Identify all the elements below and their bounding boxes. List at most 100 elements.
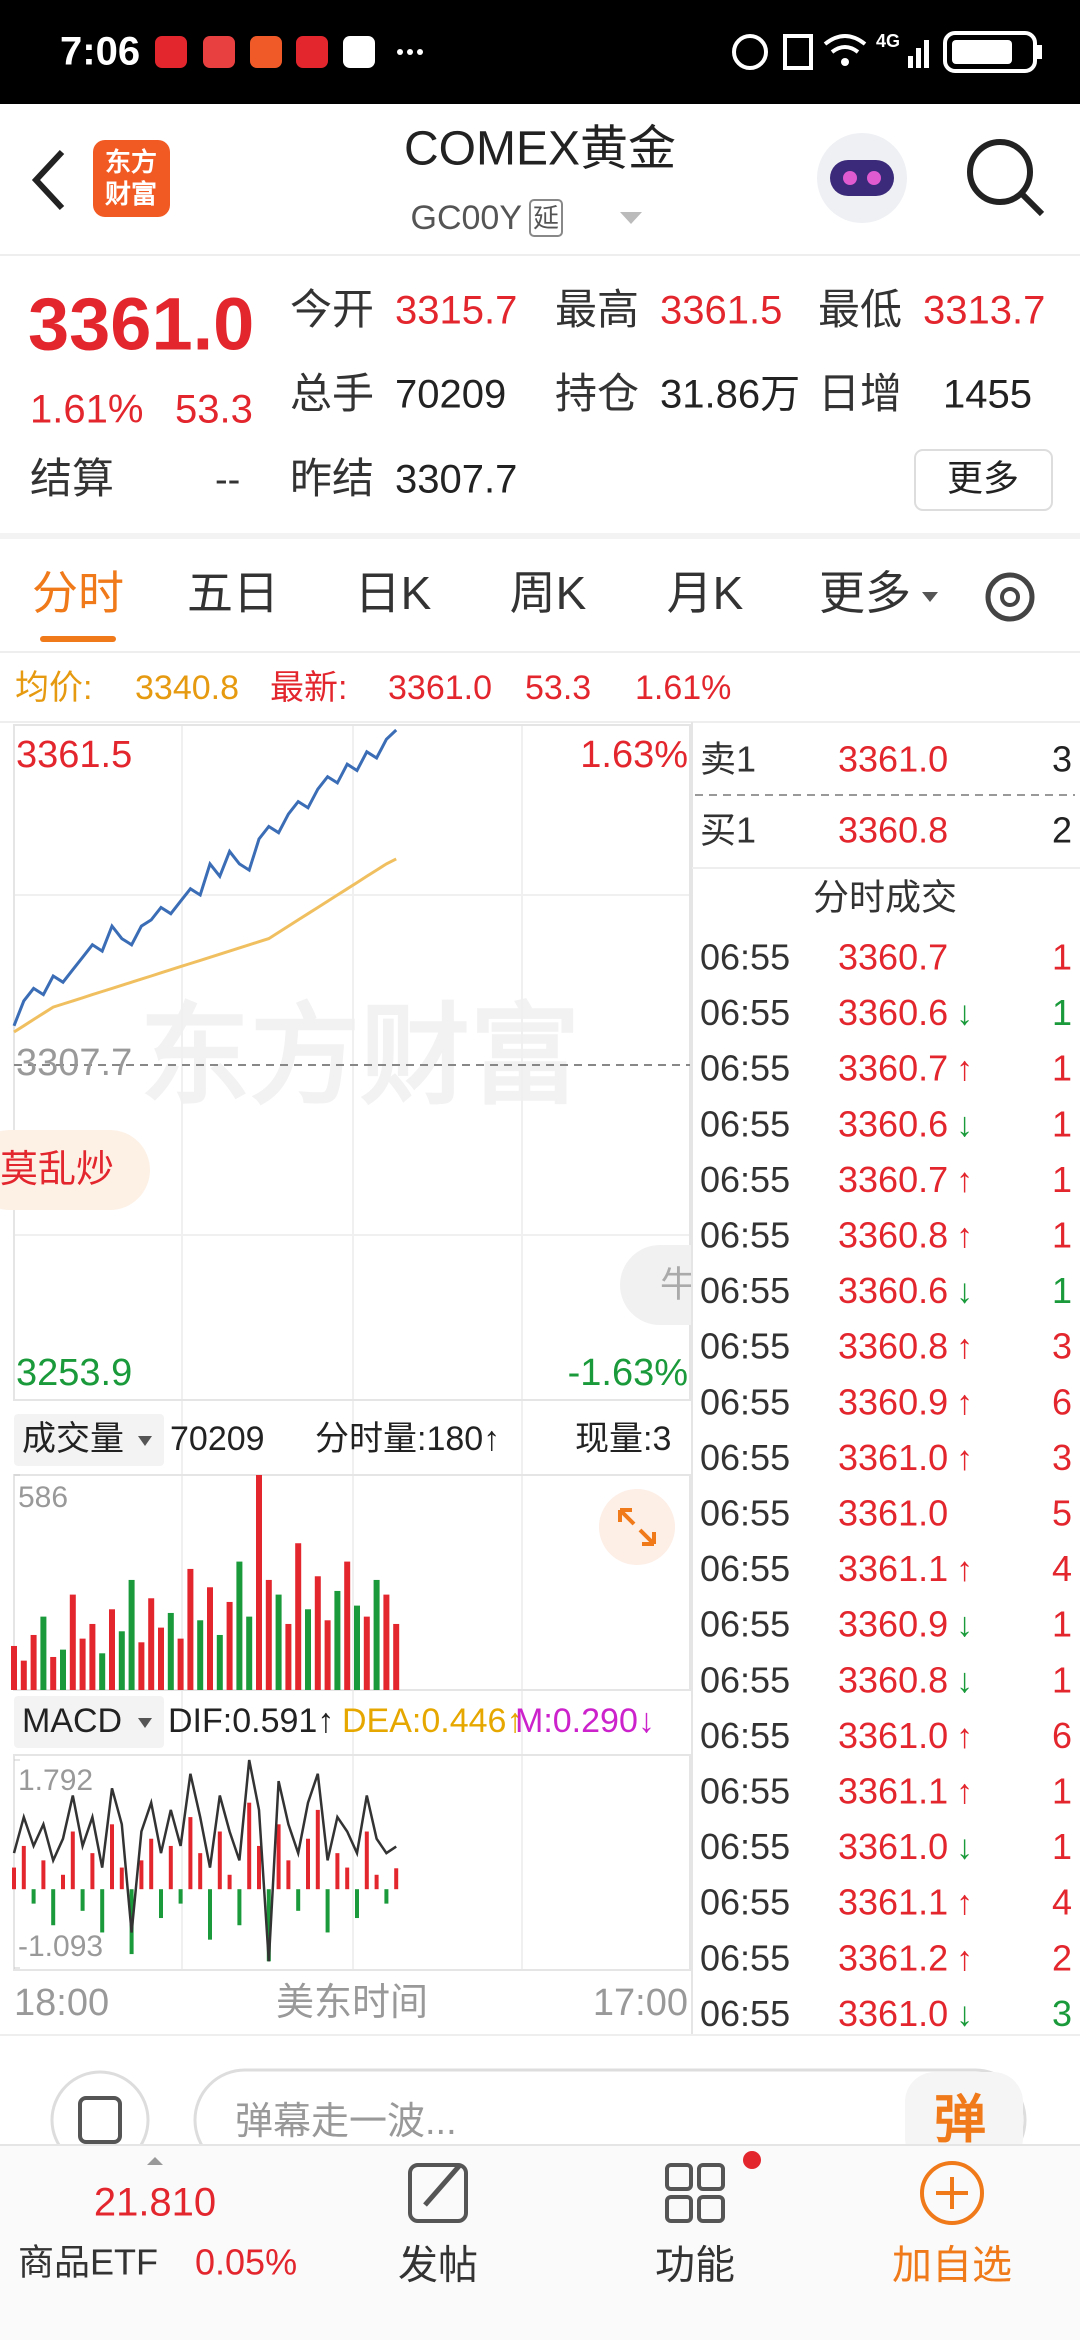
more-button[interactable] bbox=[914, 449, 1053, 511]
trade-volume: 1 bbox=[1052, 1604, 1072, 1645]
settings-button[interactable] bbox=[985, 572, 1035, 622]
tab[interactable]: 分时 bbox=[32, 567, 124, 619]
volume-bar bbox=[167, 1612, 174, 1690]
trade-volume: 1 bbox=[1052, 1270, 1072, 1311]
trade-direction: ↑ bbox=[956, 1717, 973, 1755]
volume-bar bbox=[148, 1598, 155, 1690]
y-tick-label: 1.792 bbox=[18, 1764, 93, 1797]
field-label: 最高 bbox=[555, 286, 639, 333]
avg-label: 均价: bbox=[15, 669, 92, 707]
book-price: 3361.0 bbox=[838, 739, 948, 780]
last-label: 最新: bbox=[270, 669, 347, 707]
field-value: 3313.7 bbox=[923, 289, 1045, 333]
trade-direction: ↓ bbox=[956, 1606, 973, 1644]
trade-volume: 1 bbox=[1052, 1103, 1072, 1144]
volume-bar bbox=[79, 1638, 86, 1690]
back-button[interactable] bbox=[31, 149, 65, 211]
y-tick-label: -1.093 bbox=[18, 1930, 103, 1963]
pane-label[interactable]: 成交量 bbox=[22, 1420, 124, 1458]
field-label: 总手 bbox=[290, 370, 374, 417]
selector[interactable] bbox=[14, 1696, 164, 1748]
change-pct: 1.61% bbox=[635, 669, 731, 707]
macd-bar bbox=[178, 1889, 183, 1904]
y-tick-label: 3253.9 bbox=[16, 1352, 132, 1394]
contract-code: GC00Y bbox=[411, 199, 523, 237]
macd-bar bbox=[276, 1824, 281, 1890]
trade-price: 3360.9 bbox=[838, 1604, 948, 1645]
function-icon[interactable] bbox=[665, 2151, 761, 2223]
field-value: 70209 bbox=[395, 373, 506, 417]
pill[interactable] bbox=[620, 1245, 730, 1325]
macd-bar bbox=[335, 1853, 340, 1890]
trade-volume: 4 bbox=[1052, 1548, 1072, 1589]
macd-bar bbox=[159, 1889, 163, 1919]
macd-bar bbox=[61, 1874, 65, 1890]
trade-direction: ↑ bbox=[956, 1884, 973, 1922]
trade-direction: ↓ bbox=[956, 995, 973, 1033]
volume-bar bbox=[265, 1579, 272, 1690]
volume-bar bbox=[69, 1594, 76, 1690]
pane-label[interactable]: MACD bbox=[22, 1702, 122, 1740]
pill-text[interactable]: 莫乱炒 bbox=[0, 1149, 114, 1191]
last-price: 3361.0 bbox=[28, 283, 254, 366]
chart-frame bbox=[13, 724, 691, 1401]
danmaku-placeholder[interactable]: 弹幕走一波... bbox=[235, 2101, 457, 2143]
pane-frame bbox=[13, 1754, 691, 1971]
etf-pct[interactable]: 0.05% bbox=[195, 2242, 297, 2283]
field-label: 昨结 bbox=[290, 455, 374, 502]
etf-price[interactable]: 21.810 bbox=[94, 2181, 216, 2225]
post-icon[interactable] bbox=[408, 2163, 468, 2223]
trade-volume: 1 bbox=[1052, 992, 1072, 1033]
macd-bar bbox=[296, 1889, 301, 1911]
expand-arrow[interactable] bbox=[147, 2157, 163, 2165]
etf-name[interactable]: 商品ETF bbox=[18, 2242, 158, 2283]
change-value: 53.3 bbox=[175, 388, 253, 432]
nav-item[interactable]: 发帖 bbox=[398, 2244, 478, 2288]
more-button-label[interactable]: 更多 bbox=[947, 458, 1019, 499]
tab[interactable]: 月K bbox=[667, 567, 744, 619]
pill[interactable] bbox=[0, 1130, 150, 1210]
avg-value: 3340.8 bbox=[135, 669, 239, 707]
status-time: 7:06 bbox=[60, 30, 140, 74]
volume-bar bbox=[363, 1616, 370, 1690]
volume-bar bbox=[314, 1576, 321, 1690]
trade-time: 06:55 bbox=[700, 1270, 790, 1311]
delay-tag: 延 bbox=[533, 203, 559, 233]
trade-time: 06:55 bbox=[700, 1604, 790, 1645]
trade-direction: ↓ bbox=[956, 1829, 973, 1867]
nav-item[interactable]: 加自选 bbox=[892, 2244, 1012, 2288]
macd-bar bbox=[257, 1845, 261, 1890]
x-axis-label: 18:00 bbox=[14, 1982, 109, 2024]
macd-bar bbox=[100, 1889, 105, 1933]
add-watch-icon[interactable] bbox=[920, 2161, 984, 2225]
robot-avatar[interactable] bbox=[817, 133, 907, 223]
selector[interactable] bbox=[14, 1414, 164, 1466]
trade-price: 3361.1 bbox=[838, 1771, 948, 1812]
macd-bar bbox=[394, 1868, 399, 1890]
trade-price: 3360.6 bbox=[838, 1270, 948, 1311]
tab[interactable]: 五日 bbox=[187, 567, 279, 619]
dropdown-arrow[interactable] bbox=[620, 212, 642, 224]
tab[interactable]: 周K bbox=[510, 567, 587, 619]
pill-text[interactable]: 牛 bbox=[660, 1264, 696, 1305]
danmaku-button-label[interactable]: 弹 bbox=[934, 2092, 986, 2150]
minute-volume: 分时量:180↑ bbox=[315, 1420, 500, 1458]
volume-bar bbox=[109, 1609, 115, 1690]
field-value: -- bbox=[215, 459, 240, 501]
tab[interactable]: 更多 bbox=[819, 567, 911, 619]
macd-bar bbox=[325, 1889, 330, 1933]
book-volume: 3 bbox=[1052, 739, 1072, 780]
volume-bar bbox=[275, 1594, 282, 1690]
macd-bar bbox=[247, 1802, 252, 1890]
trade-direction: ↑ bbox=[956, 1161, 973, 1199]
trade-volume: 6 bbox=[1052, 1381, 1072, 1422]
volume-bar bbox=[207, 1587, 213, 1690]
tab[interactable]: 日K bbox=[355, 567, 432, 619]
macd-bar bbox=[31, 1889, 36, 1904]
page-title: COMEX黄金 bbox=[404, 123, 676, 176]
nav-item[interactable]: 功能 bbox=[655, 2244, 735, 2288]
search-button[interactable] bbox=[967, 139, 1045, 217]
trade-volume: 1 bbox=[1052, 1771, 1072, 1812]
expand-button[interactable] bbox=[599, 1489, 675, 1565]
trade-time: 06:55 bbox=[700, 1826, 790, 1867]
